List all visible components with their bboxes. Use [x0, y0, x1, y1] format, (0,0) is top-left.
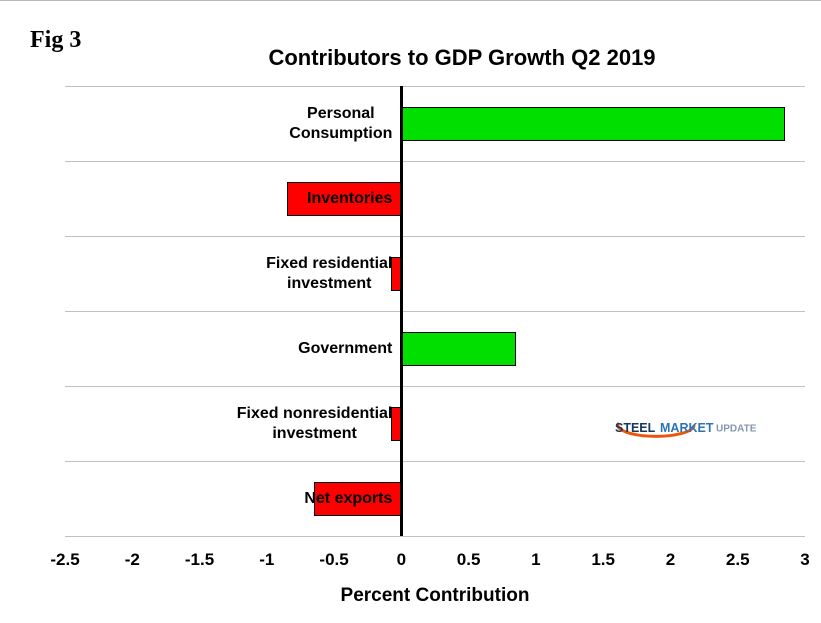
bar-government: [401, 331, 516, 366]
category-label-line: Inventories: [307, 189, 393, 207]
category-label-fixed-nonresidential-investment: Fixed nonresidential investment: [237, 404, 393, 444]
x-tick-label: 3: [800, 550, 810, 569]
logo-text-market: MARKET: [660, 421, 714, 435]
x-tick-label: -1.5: [184, 550, 215, 569]
gridline: [65, 536, 805, 537]
category-label-net-exports: Net exports: [304, 489, 392, 509]
x-tick-label: 2.5: [725, 550, 750, 569]
category-label-line: Net exports: [304, 489, 393, 507]
x-tick-label: -2: [124, 550, 140, 569]
category-label-fixed-residential-investment: Fixed residential investment: [266, 254, 392, 294]
bar-personal-consumption: [401, 106, 785, 141]
gridline: [65, 236, 805, 237]
figure-label: Fig 3: [30, 27, 82, 53]
logo-text-steel: STEEL: [615, 421, 656, 435]
x-tick-label: -1: [259, 550, 275, 569]
gridline: [65, 386, 805, 387]
bar-inventories: [287, 181, 402, 216]
category-label-line: Consumption: [289, 124, 393, 142]
category-label-personal-consumption: Personal Consumption: [289, 104, 392, 144]
plot-area: Personal Consumption Inventories Fixed resi…: [65, 86, 805, 537]
category-label-line: Government: [298, 339, 393, 357]
x-tick-label: 1.5: [591, 550, 615, 569]
category-label-inventories: Inventories: [307, 189, 392, 209]
category-label-line: investment: [272, 424, 357, 442]
x-axis-label: Percent Contribution: [340, 585, 530, 606]
x-tick-label: 2: [665, 550, 676, 569]
chart-title: Contributors to GDP Growth Q2 2019: [268, 45, 656, 70]
category-label-line: Fixed residential: [266, 254, 393, 272]
smu-logo: STEEL MARKET UPDATE: [612, 413, 762, 443]
logo-text-update: UPDATE: [716, 424, 757, 435]
smu-logo-graphic: STEEL MARKET UPDATE: [615, 421, 757, 438]
logo-swoosh-icon: [616, 422, 696, 438]
x-axis-ticks: -2.5 -2 -1.5 -1 -0.5 0 0.5 1 1.5 2 2.5 3: [50, 550, 809, 574]
zero-axis-line: [399, 86, 403, 536]
x-tick-label: -2.5: [50, 550, 80, 569]
gridline: [65, 86, 805, 87]
category-label-line: investment: [287, 274, 372, 292]
gridline: [65, 161, 805, 162]
category-label-line: Personal: [307, 104, 375, 122]
gridline: [65, 461, 805, 462]
x-tick-label: 0.5: [456, 550, 481, 569]
gridline: [65, 311, 805, 312]
category-label-line: Fixed nonresidential: [236, 404, 393, 422]
x-tick-label: 1: [531, 550, 541, 569]
x-tick-label: -0.5: [319, 550, 349, 569]
category-label-government: Government: [298, 339, 392, 359]
x-tick-label: 0: [396, 550, 407, 569]
